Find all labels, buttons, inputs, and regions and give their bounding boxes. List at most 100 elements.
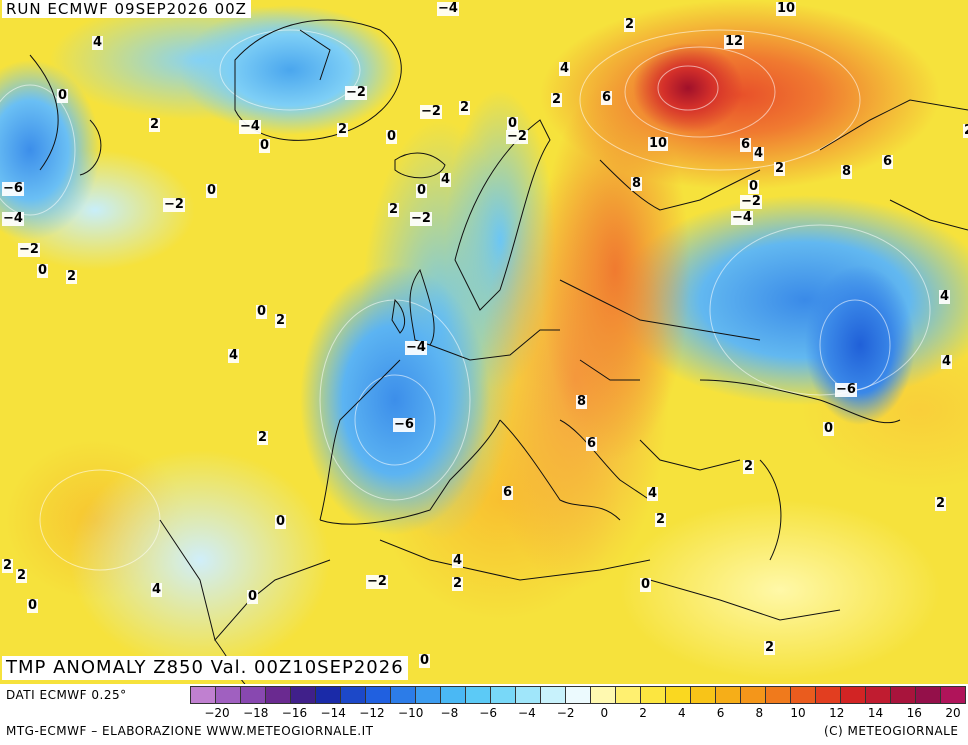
color-scale-tick: 20 [945,706,961,720]
contour-label: 0 [256,304,268,319]
data-source-label: DATI ECMWF 0.25° [6,688,127,702]
color-scale-tick: −4 [518,706,536,720]
color-swatch [441,687,466,703]
color-swatch [566,687,591,703]
contour-label: −4 [405,340,427,355]
contour-label: 0 [419,653,431,668]
color-swatch [391,687,416,703]
color-swatch [641,687,666,703]
color-scale-tick: −18 [243,706,269,720]
color-scale-tick: −10 [398,706,424,720]
color-scale-tick: −6 [479,706,498,720]
color-swatch [741,687,766,703]
color-swatch [766,687,791,703]
contour-label: 2 [257,430,269,445]
contour-label: −4 [731,210,753,225]
contour-label: 2 [655,512,667,527]
contour-label: 0 [748,179,760,194]
contour-label: 6 [586,436,598,451]
color-swatch [516,687,541,703]
temperature-anomaly-map: −410241240−226−222−4200−2201064628480−60… [0,0,968,684]
contour-label: 6 [740,137,752,152]
color-swatch [491,687,516,703]
color-scale-tick: 6 [716,706,725,720]
contour-label: −2 [740,194,762,209]
contour-label: 0 [27,598,39,613]
color-scale-tick: 16 [906,706,922,720]
color-swatch [191,687,216,703]
color-swatch [366,687,391,703]
color-scale-tick: 2 [639,706,647,720]
color-swatch [791,687,816,703]
contour-label: 0 [37,263,49,278]
color-scale-tick: −16 [281,706,308,720]
color-swatch [541,687,566,703]
contour-label: −4 [239,119,261,134]
contour-label: 0 [507,116,519,131]
map-overlay [0,19,968,684]
contour-label: 12 [724,34,745,49]
contour-label: 4 [647,486,659,501]
contour-label: −6 [393,417,415,432]
contour-label: 2 [774,161,786,176]
color-swatch [866,687,891,703]
contour-label: 2 [743,459,755,474]
contour-label: 6 [882,154,894,169]
contour-label: 0 [416,183,428,198]
contour-label: −4 [2,211,24,226]
color-swatch [466,687,491,703]
color-scale-tick: 10 [790,706,806,720]
contour-label: 2 [16,568,28,583]
color-swatch [266,687,291,703]
color-swatch [816,687,841,703]
contour-label: 4 [941,354,953,369]
color-swatch [241,687,266,703]
contour-label: 0 [275,514,287,529]
anomaly-title: TMP ANOMALY Z850 Val. 00Z10SEP2026 [2,656,408,680]
color-swatch [666,687,691,703]
contour-label: 4 [228,348,240,363]
color-scale-tick: −8 [440,706,459,720]
color-swatch [841,687,866,703]
color-swatch [891,687,916,703]
footer: DATI ECMWF 0.25° −20 −18 −16 −14 −12 −10 −8 −6−… [0,684,968,745]
contour-label: 2 [66,269,78,284]
color-swatch [941,687,965,703]
contour-label: 0 [259,138,271,153]
color-scale-tick: −20 [204,706,230,720]
contour-label: −6 [835,382,857,397]
color-scale-tick: 4 [678,706,686,720]
contour-label: −2 [506,129,528,144]
contour-label: 0 [640,577,652,592]
color-scale-tick: −2 [556,706,575,720]
contour-label: 2 [149,117,161,132]
contour-label: 10 [648,136,669,151]
color-scale-tick: −14 [320,706,346,720]
color-swatch [291,687,316,703]
credits-label: MTG-ECMWF – ELABORAZIONE WWW.METEOGIORNA… [6,724,374,738]
contour-label: 8 [631,176,643,191]
copyright-label: (C) METEOGIORNALE [824,724,959,738]
color-scale-tick: 8 [755,706,764,720]
color-scale-ticks: −20 −18 −16 −14 −12 −10 −8 −6 −4 −2 0 2 4 6 8 10 12 14 16 2… [190,706,966,722]
contour-label: 2 [551,92,563,107]
color-scale-tick: −12 [359,706,385,720]
contour-label: 6 [502,485,514,500]
contour-label: −2 [410,211,432,226]
contour-label: 0 [57,88,69,103]
color-swatch [916,687,941,703]
contour-label: 4 [753,146,765,161]
color-scale-bar [190,686,966,704]
contour-label: −2 [345,85,367,100]
run-title: RUN ECMWF 09SEP2026 00Z [2,0,251,18]
contour-label: 0 [206,183,218,198]
contour-label: 0 [386,129,398,144]
color-swatch [216,687,241,703]
color-swatch [416,687,441,703]
color-swatch [316,687,341,703]
color-swatch [691,687,716,703]
contour-label: −2 [366,574,388,589]
color-swatch [616,687,641,703]
color-scale-tick: 0 [600,706,609,720]
contour-label: 6 [601,90,613,105]
